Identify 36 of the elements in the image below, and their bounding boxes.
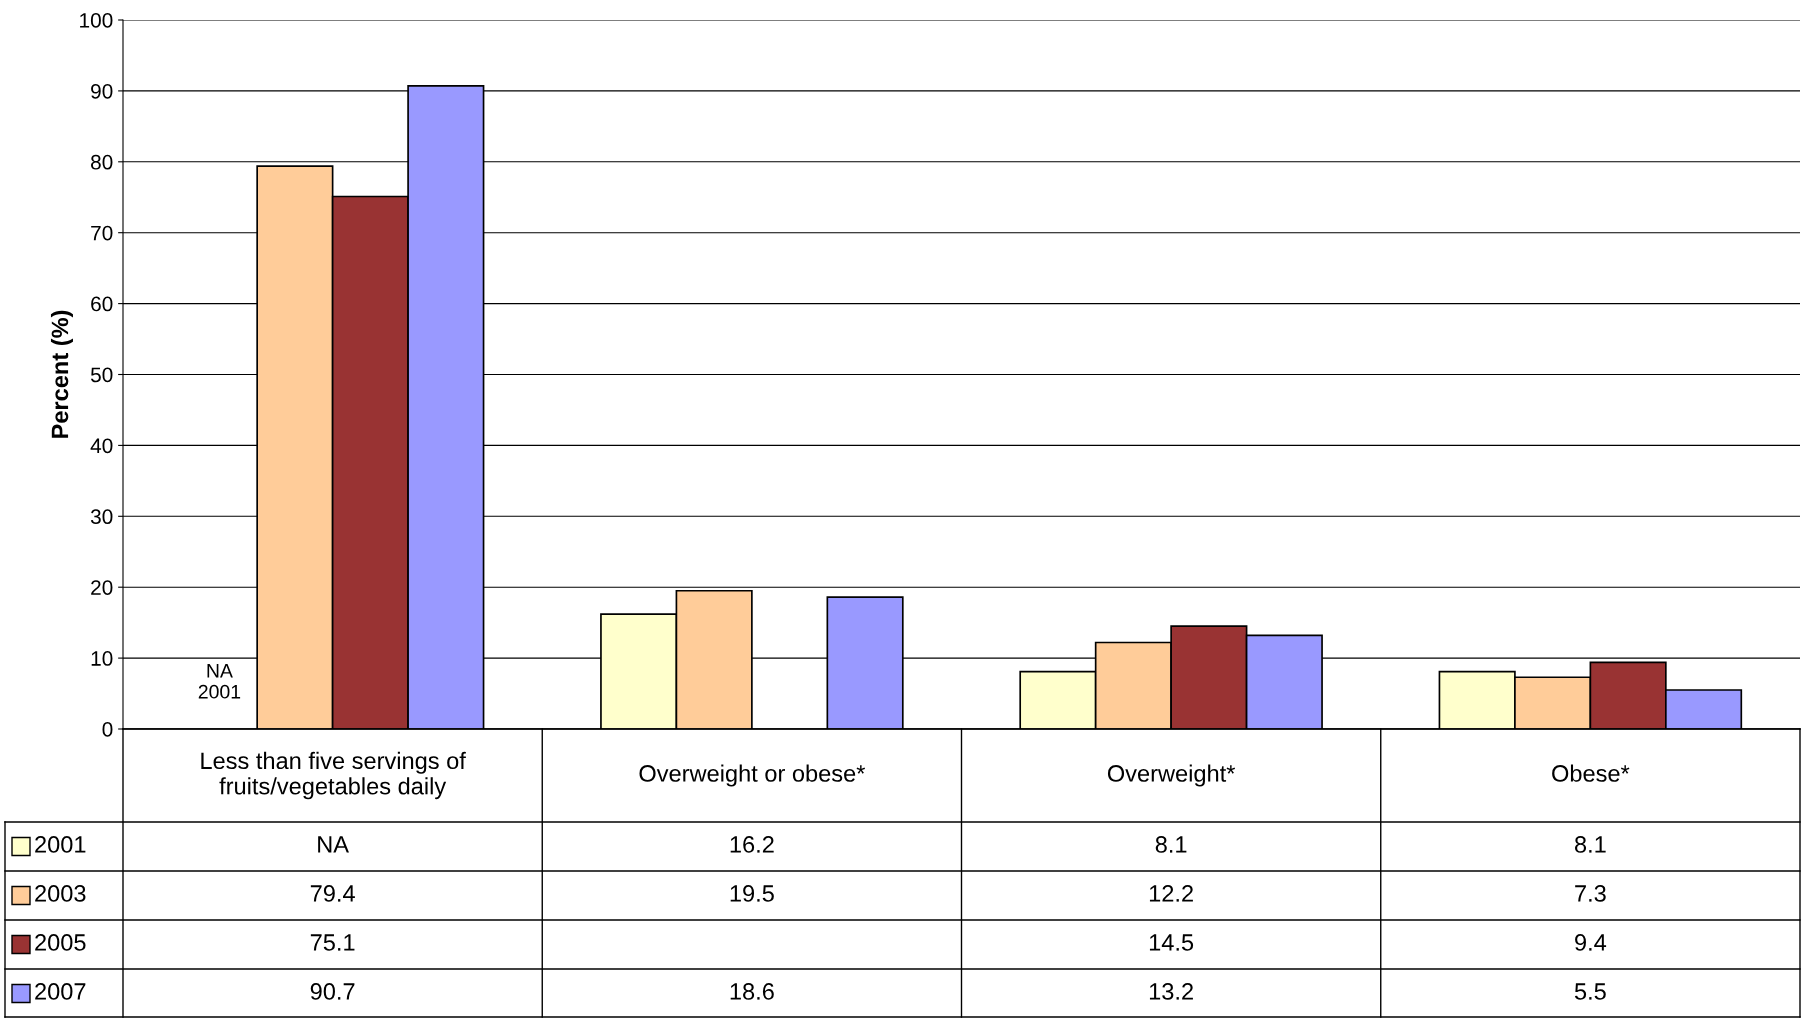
y-tick-label: 100 <box>80 13 113 28</box>
data-label: 75.1 <box>310 934 355 951</box>
y-tick-label: 30 <box>90 509 113 525</box>
data-label: 8.1 <box>1574 836 1606 853</box>
y-tick-label: 0 <box>102 722 113 737</box>
legend-label: 2007 <box>35 983 86 1000</box>
legend-label: 2001 <box>35 836 86 853</box>
data-label: 12.2 <box>1149 885 1193 902</box>
y-tick-label: 20 <box>91 580 113 595</box>
data-label: 8.1 <box>1155 836 1187 853</box>
y-tick-label: 50 <box>90 367 113 383</box>
data-label: 90.7 <box>310 983 355 1000</box>
y-tick-label: 10 <box>91 651 113 666</box>
text: NA <box>318 836 349 853</box>
x-tick-label: Overweight* <box>1107 764 1236 787</box>
x-tick-label: Overweight or obese* <box>639 764 866 787</box>
legend-label: 2003 <box>35 885 86 902</box>
data-label: 18.6 <box>730 983 774 1000</box>
y-tick-label: 80 <box>91 154 113 170</box>
y-tick-label: 70 <box>91 225 113 241</box>
data-label: 79.4 <box>310 885 355 902</box>
data-label: 13.2 <box>1149 983 1193 1000</box>
x-tick-label: Obese* <box>1552 764 1630 782</box>
data-label: 19.5 <box>730 885 774 902</box>
data-label: 5.5 <box>1574 983 1606 1000</box>
data-label: 9.4 <box>1575 934 1607 951</box>
data-label: 16.2 <box>730 836 774 853</box>
data-label: 14.5 <box>1149 934 1194 951</box>
y-axis-title: Percent (%) <box>50 310 73 438</box>
data-label: 7.3 <box>1575 885 1606 902</box>
y-tick-label: 40 <box>90 438 113 454</box>
x-tick-label: Less than five servings of fruits/vegetables daily <box>201 751 466 800</box>
y-tick-label: 60 <box>91 296 113 312</box>
annotation: NA 2001 <box>198 664 241 699</box>
legend-label: 2005 <box>35 934 86 951</box>
y-tick-label: 90 <box>91 83 113 99</box>
